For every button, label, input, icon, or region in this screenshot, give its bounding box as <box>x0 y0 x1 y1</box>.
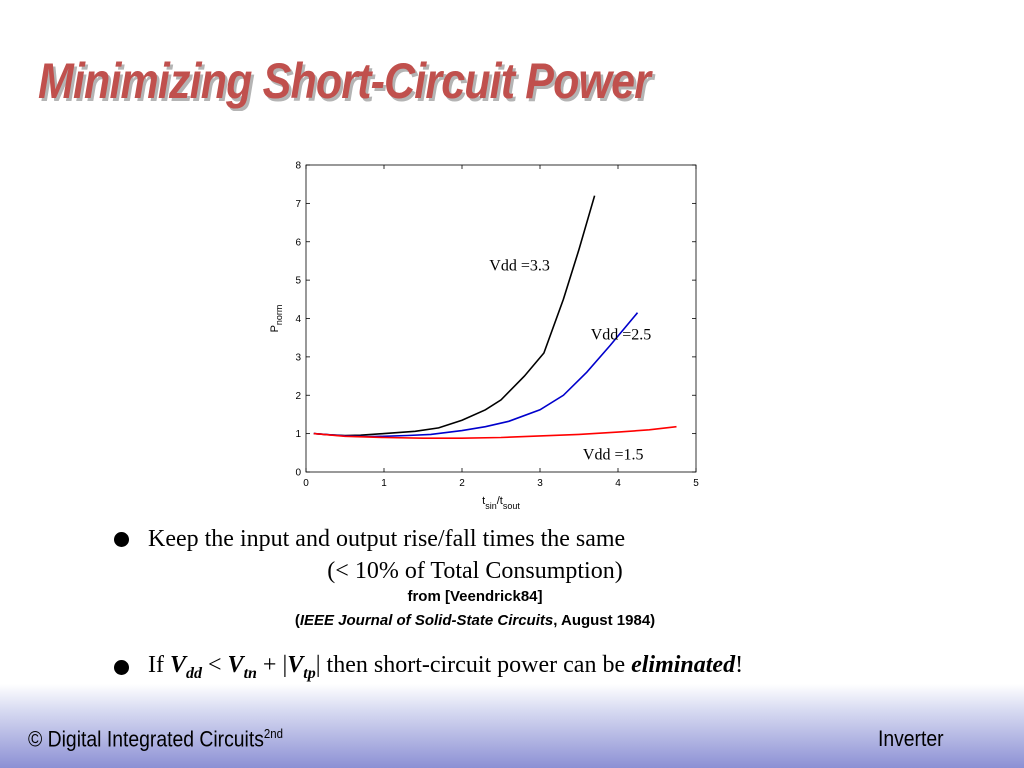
bullet-dot <box>114 532 129 547</box>
x-tick-label: 4 <box>615 478 621 489</box>
y-tick-label: 5 <box>295 276 301 287</box>
y-tick-label: 4 <box>295 314 301 325</box>
bullet-1-text: Keep the input and output rise/fall time… <box>148 526 626 552</box>
series-label: Vdd =2.5 <box>591 327 652 344</box>
citation-source: from [Veendrick84] <box>407 588 543 605</box>
x-tick-label: 0 <box>303 478 309 489</box>
y-tick-label: 8 <box>295 161 301 172</box>
bullet-list: Keep the input and output rise/fall time… <box>102 520 922 692</box>
y-tick-label: 2 <box>295 391 301 402</box>
x-tick-label: 2 <box>459 478 465 489</box>
plot-frame <box>305 164 697 473</box>
y-tick-label: 0 <box>295 468 301 479</box>
slide-title: Minimizing Short-Circuit Power <box>38 53 651 109</box>
footer-course-name: © Digital Integrated Circuits2nd <box>28 726 284 752</box>
series-label: Vdd =1.5 <box>583 447 644 464</box>
series-line <box>313 425 677 440</box>
x-tick-label: 5 <box>693 478 699 489</box>
footer-bar: © Digital Integrated Circuits2nd Inverte… <box>0 684 1024 768</box>
series-line <box>313 195 596 437</box>
bullet-dot <box>114 660 129 675</box>
y-tick-label: 3 <box>295 352 301 363</box>
emphasis-word: eliminated <box>631 652 736 678</box>
y-axis-label: Pnorm <box>269 305 284 333</box>
chart: 0 1 2 3 4 5 0 1 2 3 4 5 6 7 8 Vdd =3.3 Vdd =2.5 Vdd =1.5… <box>269 161 699 512</box>
x-tick-label: 3 <box>537 478 543 489</box>
bullet-1-subtext: (< 10% of Total Consumption) <box>327 558 623 584</box>
journal-name: IEEE Journal of Solid-State Circuits <box>299 612 554 629</box>
series-line <box>313 312 639 438</box>
series-label: Vdd =3.3 <box>489 258 550 275</box>
citation-journal-line: (IEEE Journal of Solid-State Circuits, A… <box>294 612 656 629</box>
y-tick-label: 6 <box>295 237 301 248</box>
y-tick-label: 7 <box>295 199 301 210</box>
bullet-2-text: If Vdd < Vtn + |Vtp| then short-circuit … <box>148 652 744 682</box>
x-tick-label: 1 <box>381 478 387 489</box>
footer-section-name: Inverter <box>878 726 944 751</box>
x-axis-label: tsin/tsout <box>482 495 520 511</box>
y-tick-label: 1 <box>295 429 301 440</box>
